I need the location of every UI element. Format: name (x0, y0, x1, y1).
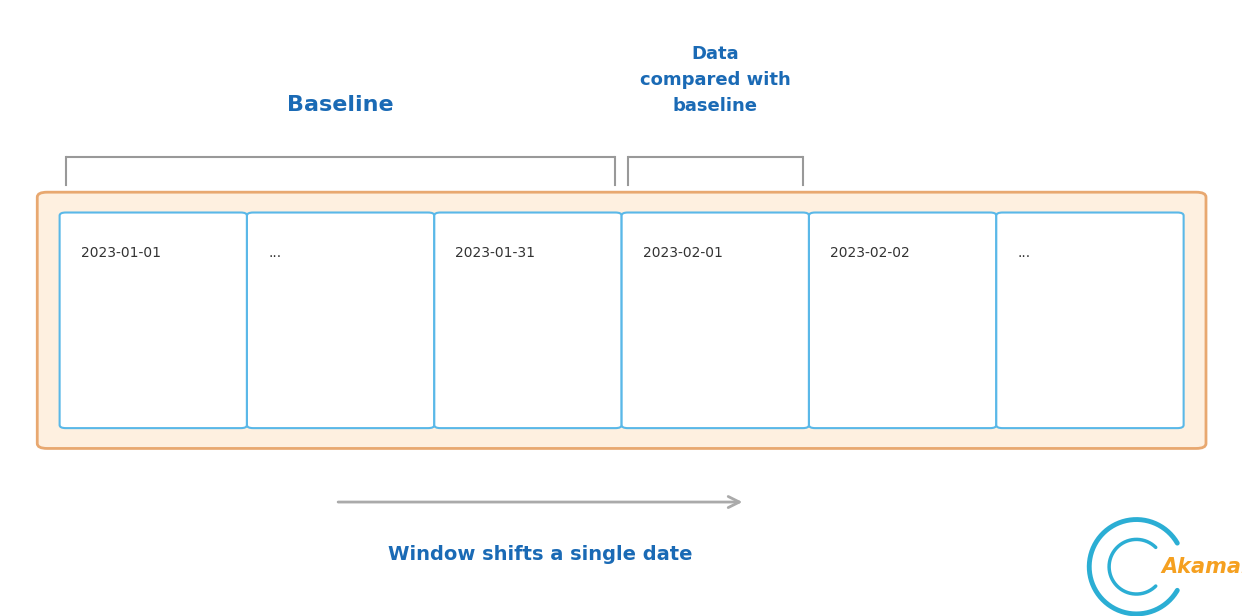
FancyBboxPatch shape (435, 213, 622, 428)
Text: Akamai: Akamai (1161, 557, 1242, 577)
Text: 2023-01-01: 2023-01-01 (81, 246, 160, 261)
FancyBboxPatch shape (622, 213, 809, 428)
Text: Baseline: Baseline (287, 95, 394, 115)
Text: ...: ... (268, 246, 281, 261)
FancyBboxPatch shape (247, 213, 435, 428)
FancyBboxPatch shape (60, 213, 247, 428)
Text: 2023-02-01: 2023-02-01 (643, 246, 723, 261)
Text: Window shifts a single date: Window shifts a single date (388, 545, 693, 564)
Text: 2023-01-31: 2023-01-31 (456, 246, 535, 261)
FancyBboxPatch shape (37, 192, 1206, 448)
FancyBboxPatch shape (809, 213, 996, 428)
FancyBboxPatch shape (996, 213, 1184, 428)
Text: 2023-02-02: 2023-02-02 (830, 246, 910, 261)
Text: ...: ... (1017, 246, 1031, 261)
Text: Data
compared with
baseline: Data compared with baseline (640, 45, 791, 115)
